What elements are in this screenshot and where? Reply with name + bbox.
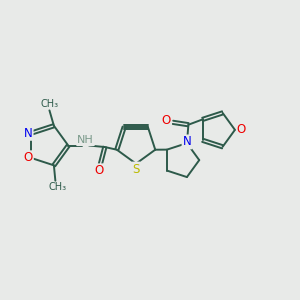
- Text: S: S: [132, 163, 140, 176]
- Text: O: O: [24, 151, 33, 164]
- Text: CH₃: CH₃: [49, 182, 67, 192]
- Text: N: N: [24, 127, 33, 140]
- Text: NH: NH: [77, 135, 94, 145]
- Text: O: O: [237, 123, 246, 136]
- Text: O: O: [162, 114, 171, 128]
- Text: N: N: [182, 136, 191, 148]
- Text: CH₃: CH₃: [40, 99, 58, 109]
- Text: O: O: [94, 164, 104, 177]
